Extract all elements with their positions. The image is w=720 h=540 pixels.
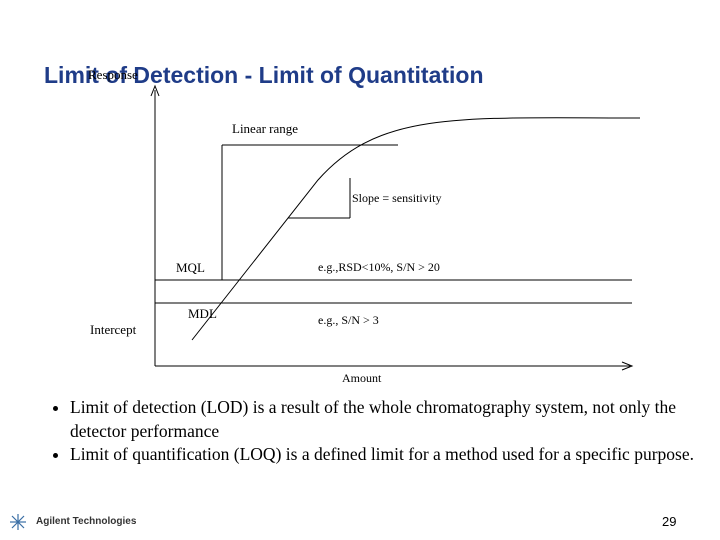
bullet: Limit of quantification (LOQ) is a defin… bbox=[70, 443, 710, 467]
label: e.g., S/N > 3 bbox=[318, 313, 379, 327]
label: e.g.,RSD<10%, S/N > 20 bbox=[318, 260, 440, 274]
label: Linear range bbox=[232, 121, 299, 136]
page-number: 29 bbox=[662, 514, 677, 529]
x-axis-label: Amount bbox=[342, 371, 382, 385]
label: MDL bbox=[188, 306, 217, 321]
x-arrow bbox=[621, 361, 634, 371]
bullet: Limit of detection (LOD) is a result of … bbox=[70, 396, 710, 443]
logo-icon bbox=[10, 514, 26, 530]
label: MQL bbox=[176, 260, 205, 275]
bullet-list: Limit of detection (LOD) is a result of … bbox=[44, 396, 710, 467]
response-curve bbox=[191, 117, 641, 341]
y-axis-label: Response bbox=[88, 67, 138, 82]
label: Slope = sensitivity bbox=[352, 191, 442, 205]
label: Intercept bbox=[90, 322, 137, 337]
title: Limit of Detection - Limit of Quantitati… bbox=[44, 62, 484, 88]
y-arrow bbox=[150, 84, 160, 97]
logo-text: Agilent Technologies bbox=[36, 516, 137, 527]
